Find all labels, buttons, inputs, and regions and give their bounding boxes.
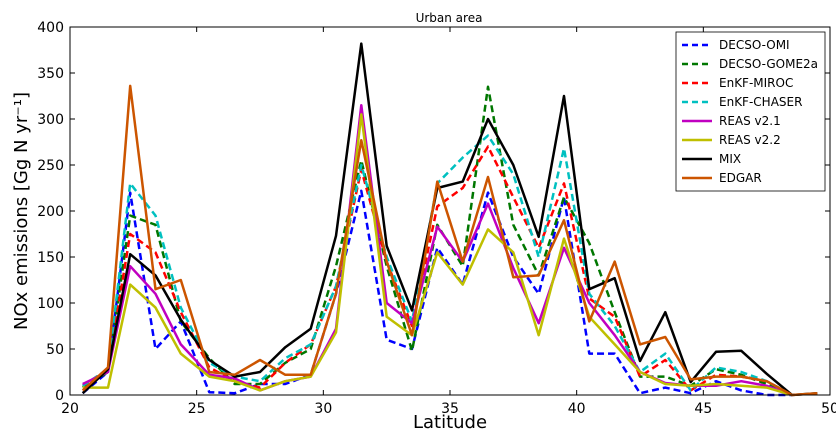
y-tick-label: 50 xyxy=(46,342,64,358)
y-tick-label: 400 xyxy=(37,20,64,36)
y-tick-label: 300 xyxy=(37,112,64,128)
x-tick-label: 50 xyxy=(821,401,836,417)
series-line-decso-omi xyxy=(81,189,792,397)
series-line-reas-v2-2 xyxy=(82,113,793,397)
y-tick-label: 350 xyxy=(37,66,64,82)
y-axis: 0 50 100 150 200 250 300 350 400 xyxy=(37,20,830,404)
legend: DECSO-OMI DECSO-GOME2a EnKF-MIROC EnKF-CHAS… xyxy=(675,31,826,192)
x-tick-label: 45 xyxy=(694,401,712,417)
legend-label-reas-v2-1: REAS v2.1 xyxy=(719,114,781,128)
x-tick-label: 25 xyxy=(188,401,206,417)
x-axis-label: Latitude xyxy=(413,412,487,431)
series-line-enkf-miroc xyxy=(82,145,793,397)
legend-label-edgar: EDGAR xyxy=(719,171,762,185)
y-axis-label: NOx emissions [Gg N yr⁻¹] xyxy=(11,92,32,330)
legend-label-decso-omi: DECSO-OMI xyxy=(719,38,790,52)
legend-label-reas-v2-2: REAS v2.2 xyxy=(719,133,781,147)
legend-label-enkf-miroc: EnKF-MIROC xyxy=(719,76,793,90)
y-tick-label: 0 xyxy=(55,388,64,404)
x-tick-label: 40 xyxy=(568,401,586,417)
series-layer xyxy=(81,42,818,397)
x-tick-label: 30 xyxy=(314,401,332,417)
x-tick-label: 20 xyxy=(61,401,79,417)
legend-label-enkf-chaser: EnKF-CHASER xyxy=(719,95,802,109)
chart-title: Urban area xyxy=(416,11,483,25)
legend-label-mix: MIX xyxy=(719,152,741,166)
legend-label-decso-gome2a: DECSO-GOME2a xyxy=(719,57,818,71)
y-tick-label: 250 xyxy=(37,158,64,174)
y-tick-label: 200 xyxy=(37,204,64,220)
y-tick-label: 100 xyxy=(37,296,64,312)
x-tick-label: 35 xyxy=(441,401,459,417)
legend-box xyxy=(675,31,826,192)
x-axis: 20 25 30 35 40 45 50 xyxy=(61,27,836,417)
series-line-edgar xyxy=(81,84,818,397)
y-tick-label: 150 xyxy=(37,250,64,266)
